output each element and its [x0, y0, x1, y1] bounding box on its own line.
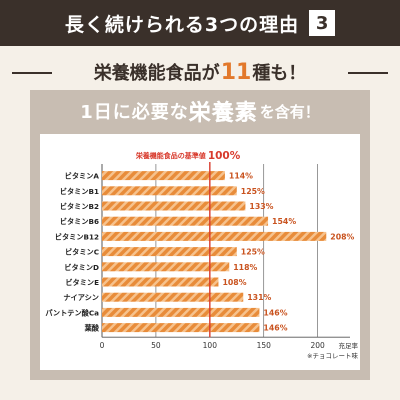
value-label: 133%	[249, 202, 273, 211]
value-label: 108%	[222, 278, 246, 287]
tagline-rule-right	[348, 72, 388, 74]
panel-title-c: を含有！	[259, 102, 320, 121]
x-tick-label: 200	[310, 341, 325, 350]
x-tick-label: 150	[257, 341, 272, 350]
bar	[102, 307, 260, 317]
value-label: 131%	[247, 293, 271, 302]
bar	[102, 262, 230, 272]
bar	[102, 277, 219, 287]
x-tick-label: 0	[100, 341, 105, 350]
tagline-part1: 栄養機能食品が	[93, 63, 220, 84]
bar	[102, 171, 225, 181]
value-label: 125%	[241, 248, 265, 257]
category-label: ビタミンA	[65, 172, 100, 181]
header-title: 長く続けられる3つの理由	[64, 13, 300, 36]
category-label: ナイアシン	[63, 293, 99, 302]
chart-area: 栄養機能食品の基準値 100% 0 50 100 150 200 ビタミンA 114% ビタミン…	[40, 134, 360, 370]
category-label: パントテン酸Ca	[45, 308, 99, 317]
reference-line-label: 栄養機能食品の基準値	[135, 151, 206, 160]
bar-chart: 栄養機能食品の基準値 100% 0 50 100 150 200 ビタミンA 114% ビタミン…	[45, 150, 359, 360]
header-number-badge: 3	[309, 10, 336, 36]
panel-title-a: 1日に必要な	[80, 102, 189, 123]
reference-line-value: 100%	[208, 150, 241, 162]
panel-title: 1日に必要な 栄養素 を含有！	[30, 90, 370, 132]
tagline-part2: 種も！	[252, 63, 307, 84]
value-label: 114%	[229, 172, 253, 181]
x-axis-label: 充足率	[339, 341, 359, 350]
value-label: 125%	[241, 187, 265, 196]
category-label: ビタミンE	[65, 278, 99, 287]
category-label: ビタミンB6	[60, 217, 99, 226]
tagline-highlight: 11	[220, 59, 252, 85]
x-tick-label: 100	[203, 341, 218, 350]
bar	[102, 186, 237, 196]
bar	[102, 201, 246, 211]
category-label: ビタミンB12	[55, 232, 99, 241]
value-label: 118%	[233, 263, 257, 272]
value-label: 208%	[330, 232, 354, 241]
category-label: 葉酸	[84, 324, 100, 333]
bar	[102, 323, 260, 333]
chart-note: ※チョコレート味	[307, 351, 358, 360]
value-label: 146%	[263, 308, 287, 317]
tagline: 栄養機能食品が 11 種も！	[50, 59, 350, 85]
bar	[102, 216, 269, 226]
category-label: ビタミンB2	[60, 202, 99, 211]
panel-title-b: 栄養素	[188, 101, 258, 126]
header-bar: 長く続けられる3つの理由 3	[0, 0, 400, 46]
value-label: 154%	[272, 217, 296, 226]
chart-panel: 1日に必要な 栄養素 を含有！ 栄養機能食品の基準値 100% 0 50 100 150…	[30, 90, 370, 380]
category-label: ビタミンD	[64, 263, 99, 272]
category-label: ビタミンB1	[60, 187, 99, 196]
bar	[102, 247, 237, 257]
value-label: 146%	[263, 324, 287, 333]
category-label: ビタミンC	[65, 248, 99, 257]
tagline-rule-left	[12, 72, 52, 74]
bar	[102, 292, 244, 302]
bar	[102, 231, 327, 241]
x-tick-label: 50	[151, 341, 161, 350]
